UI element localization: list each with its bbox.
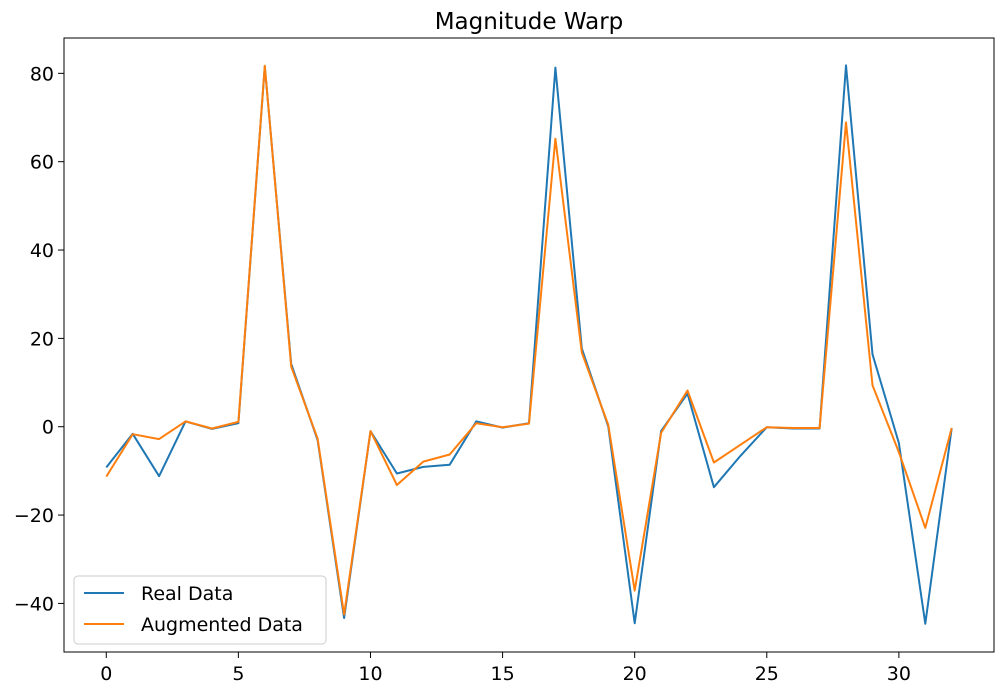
axes-frame <box>63 37 995 653</box>
x-tick-label: 30 <box>887 663 911 685</box>
x-tick-label: 0 <box>100 663 112 685</box>
chart-title: Magnitude Warp <box>435 9 624 35</box>
series-line-augmented-data <box>105 64 953 616</box>
x-tick-label: 25 <box>755 663 779 685</box>
plot-area <box>105 64 953 625</box>
legend-label-real-data: Real Data <box>141 583 233 605</box>
x-tick-label: 5 <box>232 663 244 685</box>
x-tick-label: 10 <box>358 663 382 685</box>
x-tick-label: 15 <box>490 663 514 685</box>
y-tick-label: 40 <box>30 240 54 262</box>
y-tick-label: 60 <box>30 152 54 174</box>
y-tick-label: −40 <box>14 593 54 615</box>
y-tick-label: 0 <box>42 417 54 439</box>
y-tick-label: 80 <box>30 63 54 85</box>
y-tick-label: −20 <box>14 505 54 527</box>
y-tick-label: 20 <box>30 328 54 350</box>
legend-label-augmented-data: Augmented Data <box>141 614 303 636</box>
legend-box <box>73 575 327 645</box>
x-tick-label: 20 <box>623 663 647 685</box>
legend: Real Data Augmented Data <box>73 575 327 645</box>
